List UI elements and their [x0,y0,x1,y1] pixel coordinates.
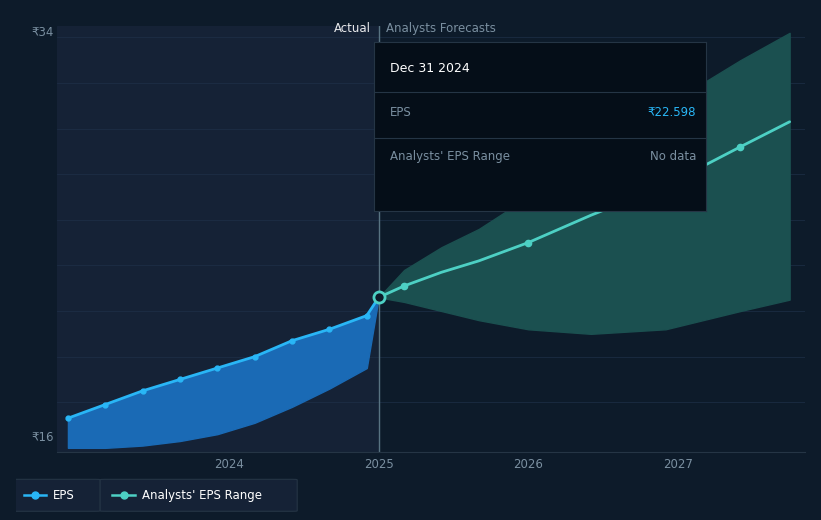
Text: Analysts' EPS Range: Analysts' EPS Range [142,489,262,502]
Text: ₹22.598: ₹22.598 [648,106,696,119]
Text: No data: No data [649,150,696,163]
FancyBboxPatch shape [11,479,100,511]
Text: EPS: EPS [53,489,75,502]
Text: Analysts' EPS Range: Analysts' EPS Range [390,150,510,163]
FancyBboxPatch shape [100,479,297,511]
Text: ₹34: ₹34 [31,26,53,39]
Text: EPS: EPS [390,106,412,119]
Text: ₹16: ₹16 [31,431,53,444]
Text: Analysts Forecasts: Analysts Forecasts [386,22,496,35]
Bar [57,26,378,452]
Text: Actual: Actual [334,22,371,35]
Text: Dec 31 2024: Dec 31 2024 [390,62,470,75]
